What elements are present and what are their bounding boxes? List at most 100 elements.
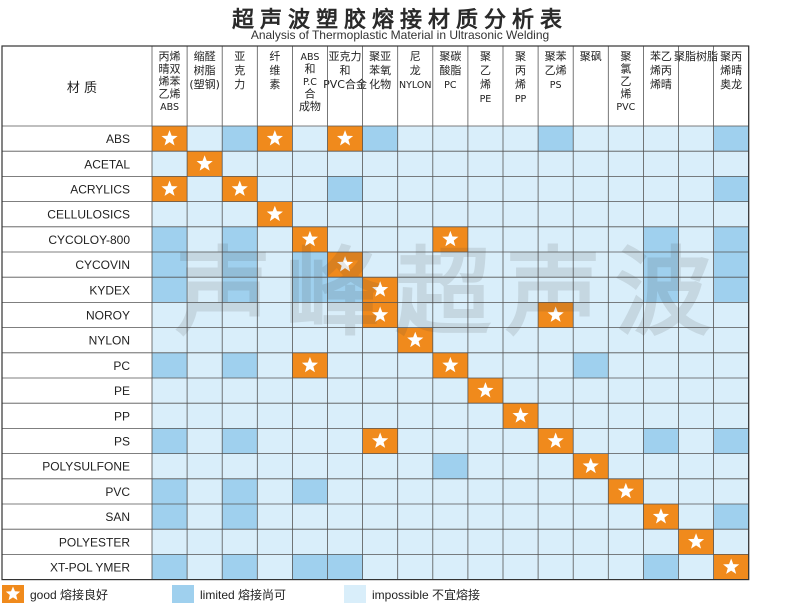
cell-impossible — [713, 378, 749, 404]
column-header: 聚砜 — [580, 50, 602, 63]
cell-impossible — [643, 403, 679, 429]
good-star-icon — [442, 230, 459, 247]
cell-impossible — [292, 302, 328, 328]
column-header: 烯 — [620, 88, 631, 101]
row-label: ABS — [106, 132, 130, 146]
cell-limited — [362, 126, 398, 152]
cell-impossible — [327, 226, 363, 252]
cell-impossible — [643, 453, 679, 479]
cell-impossible — [643, 478, 679, 504]
cell-limited — [713, 176, 749, 202]
cell-impossible — [327, 378, 363, 404]
cell-impossible — [713, 302, 749, 328]
good-star-icon — [617, 482, 634, 499]
good-star-icon — [266, 205, 283, 222]
cell-impossible — [432, 327, 468, 353]
cell-impossible — [608, 252, 644, 278]
cell-impossible — [292, 529, 328, 555]
column-header: 克 — [234, 64, 245, 77]
row-label: ACETAL — [84, 157, 130, 171]
cell-impossible — [573, 176, 609, 202]
cell-impossible — [608, 302, 644, 328]
cell-impossible — [152, 327, 188, 353]
cell-impossible — [678, 504, 714, 530]
cell-impossible — [467, 453, 503, 479]
cell-impossible — [257, 453, 293, 479]
cell-impossible — [643, 201, 679, 227]
cell-impossible — [257, 252, 293, 278]
cell-limited — [713, 126, 749, 152]
row-label: POLYSULFONE — [42, 460, 130, 474]
cell-impossible — [362, 378, 398, 404]
cell-impossible — [503, 428, 539, 454]
good-star-icon — [372, 281, 389, 297]
cell-impossible — [608, 453, 644, 479]
cell-impossible — [678, 378, 714, 404]
cell-impossible — [397, 428, 433, 454]
cell-impossible — [503, 126, 539, 152]
page-subtitle: Analysis of Thermoplastic Material in Ul… — [250, 28, 550, 42]
cell-impossible — [573, 126, 609, 152]
column-header: NYLON — [399, 80, 431, 91]
cell-limited — [152, 428, 188, 454]
column-header: ABS — [160, 102, 179, 113]
cell-impossible — [573, 277, 609, 303]
column-header: 亚 — [234, 50, 245, 63]
column-header: PVC — [616, 102, 635, 113]
column-header: 聚碳 — [439, 49, 461, 63]
good-star-icon — [231, 180, 248, 196]
cell-impossible — [397, 277, 433, 303]
good-star-icon — [687, 533, 705, 549]
column-header: 乙 — [620, 75, 631, 88]
cell-limited — [292, 478, 328, 504]
row-label: CYCOVIN — [75, 258, 130, 272]
cell-impossible — [608, 327, 644, 353]
cell-impossible — [538, 403, 574, 429]
column-header: PP — [515, 94, 527, 105]
row-label: NOROY — [86, 309, 130, 323]
cell-impossible — [397, 529, 433, 555]
cell-impossible — [432, 554, 468, 580]
cell-limited — [327, 554, 363, 580]
cell-impossible — [503, 554, 539, 580]
cell-impossible — [678, 428, 714, 454]
column-header: PS — [550, 80, 562, 91]
cell-impossible — [432, 126, 468, 152]
cell-impossible — [467, 554, 503, 580]
cell-impossible — [538, 201, 574, 227]
cell-impossible — [713, 352, 749, 378]
cell-impossible — [643, 151, 679, 177]
cell-impossible — [292, 378, 328, 404]
cell-impossible — [608, 277, 644, 303]
good-star-icon — [301, 230, 319, 247]
cell-impossible — [678, 201, 714, 227]
cell-impossible — [327, 504, 363, 530]
cell-impossible — [257, 529, 293, 555]
cell-impossible — [362, 226, 398, 252]
cell-impossible — [713, 478, 749, 504]
cell-impossible — [573, 428, 609, 454]
cell-impossible — [327, 428, 363, 454]
column-header: 素 — [269, 78, 280, 91]
cell-impossible — [643, 352, 679, 378]
cell-limited — [327, 277, 363, 303]
good-star-icon — [442, 356, 459, 373]
column-header: 聚亚 — [369, 50, 391, 63]
cell-impossible — [187, 428, 223, 454]
cell-impossible — [467, 252, 503, 278]
cell-impossible — [467, 302, 503, 328]
column-header: 酸脂 — [439, 63, 461, 77]
cell-impossible — [713, 327, 749, 353]
row-label: POLYESTER — [59, 535, 130, 549]
row-label: CYCOLOY-800 — [48, 233, 130, 247]
good-star-icon — [407, 331, 424, 348]
legend-impossible-swatch — [344, 585, 366, 603]
cell-impossible — [678, 277, 714, 303]
cell-impossible — [678, 403, 714, 429]
cell-impossible — [327, 201, 363, 227]
cell-impossible — [257, 151, 293, 177]
column-header: 乙烯 — [545, 64, 567, 77]
column-header: 氯 — [620, 62, 631, 76]
cell-limited — [222, 428, 258, 454]
